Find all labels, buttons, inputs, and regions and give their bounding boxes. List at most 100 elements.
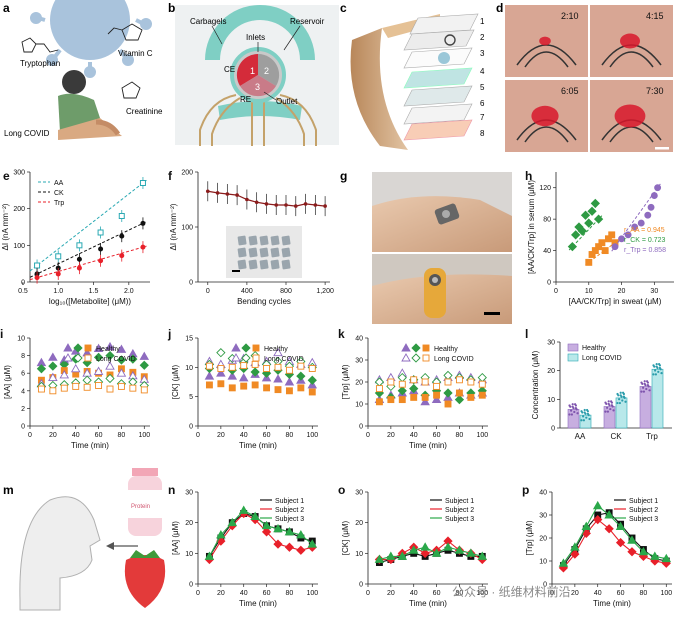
panel-letter-o: o: [338, 483, 345, 497]
legend-swatch: [73, 353, 83, 363]
y-tick-label: 6: [21, 371, 25, 378]
data-point: [592, 500, 603, 510]
jitter-point: [654, 373, 658, 376]
electrode-outline: [524, 126, 569, 143]
legend-swatch: [241, 353, 251, 363]
y-tick-label: 0: [547, 280, 551, 287]
data-point: [444, 378, 452, 386]
data-point: [598, 239, 606, 247]
y-axis-label: Concentration (μM): [531, 350, 540, 419]
legend-swatch: [63, 343, 73, 352]
jitter-point: [612, 409, 615, 412]
panel-letter-p: p: [522, 483, 529, 497]
x-tick-label: 30: [650, 288, 658, 295]
layer-number: 3: [480, 49, 485, 58]
legend-label: Subject 2: [445, 507, 474, 514]
data-point: [467, 393, 475, 401]
data-point: [408, 545, 419, 554]
data-point: [387, 378, 395, 386]
jitter-point: [570, 413, 574, 416]
sensor-array-unit: [270, 259, 280, 270]
data-point: [106, 385, 114, 393]
panel-letter-k: k: [338, 327, 345, 341]
data-point: [604, 524, 614, 534]
x-tick-label: 80: [640, 590, 648, 597]
sensor-sector-3: [240, 75, 276, 97]
y-tick-label: 120: [539, 185, 551, 192]
data-point: [455, 376, 463, 384]
data-point: [140, 386, 148, 394]
data-point: [284, 526, 295, 536]
legend-label: Subject 3: [629, 516, 658, 523]
data-point: [72, 382, 80, 390]
legend-swatch: [422, 354, 430, 362]
data-point: [37, 385, 45, 393]
jitter-point: [658, 366, 662, 370]
legend-swatch: [422, 344, 430, 352]
x-category-label: AA: [575, 432, 586, 441]
data-point: [76, 242, 83, 249]
data-point: [93, 366, 104, 375]
panel-m: m Protein: [3, 468, 166, 611]
panel-letter-c: c: [340, 1, 347, 15]
legend-label: CK: [54, 190, 64, 197]
y-tick-label: 30: [185, 490, 193, 497]
data-point: [570, 542, 580, 551]
data-point: [601, 247, 609, 255]
data-point: [263, 365, 271, 372]
sensor-array-unit: [259, 259, 269, 270]
bar: [615, 397, 628, 429]
data-point: [82, 375, 92, 385]
x-tick-label: 20: [618, 288, 626, 295]
data-point: [261, 527, 272, 537]
data-point: [608, 231, 616, 239]
chart-panel-l: 0 10 20 30 Concentration (μM) AA CK Trp Healthy L…: [531, 340, 672, 441]
jitter-point: [607, 402, 610, 406]
series-line: [562, 504, 667, 564]
data-point: [297, 384, 305, 392]
jitter-point: [586, 408, 589, 412]
legend-swatch: [567, 343, 579, 352]
data-point: [119, 233, 125, 239]
data-point: [254, 200, 259, 205]
x-tick-label: 0: [554, 288, 558, 295]
data-point: [105, 373, 115, 384]
sensor-array-unit: [248, 247, 258, 258]
data-point: [118, 213, 125, 219]
label-vitamin-c: Vitamin C: [118, 49, 153, 58]
data-point: [455, 389, 463, 397]
data-point: [48, 352, 58, 361]
jitter-point: [646, 380, 649, 383]
dye-front: [539, 36, 551, 46]
y-tick-label: 5: [189, 394, 193, 401]
panel-g: g: [340, 169, 512, 324]
x-tick-label: 60: [263, 432, 271, 439]
panel-letter-a: a: [3, 1, 10, 15]
data-point: [580, 210, 591, 220]
jitter-point: [574, 406, 578, 410]
y-tick-label: 40: [355, 336, 363, 343]
y-tick-label: 10: [185, 365, 193, 372]
data-point: [587, 206, 597, 216]
jitter-point: [583, 408, 586, 412]
jitter-point: [607, 400, 610, 403]
legend-label: Subject 3: [275, 516, 304, 523]
correlation-label: r_CK = 0.723: [624, 237, 666, 244]
time-label: 4:15: [646, 11, 664, 21]
bar: [567, 409, 580, 429]
y-tick-label: 2: [21, 406, 25, 413]
y-tick-label: 0: [189, 582, 193, 589]
x-tick-label: 80: [456, 590, 464, 597]
legend-swatch: [84, 344, 92, 352]
jitter-point: [604, 410, 607, 413]
legend-swatch: [401, 353, 411, 362]
data-point: [454, 394, 465, 405]
watermark-text: 公众号 · 纸维材料前沿: [452, 584, 571, 599]
bar: [651, 368, 664, 429]
jitter-point: [655, 362, 658, 366]
jitter-point: [610, 404, 614, 407]
jitter-point: [622, 395, 626, 398]
legend-swatch: [252, 344, 260, 352]
sector-label-1: 1: [250, 66, 255, 76]
sensor-array-unit: [237, 235, 247, 246]
